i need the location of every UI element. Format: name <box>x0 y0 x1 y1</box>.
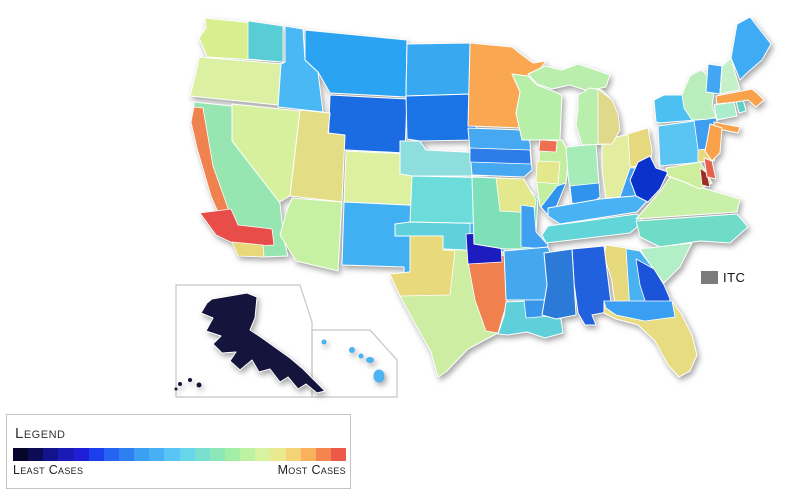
map-region-alabama[interactable] <box>571 245 613 326</box>
legend-gradient-segment <box>13 448 29 461</box>
map-region-washington-east[interactable] <box>247 20 284 63</box>
legend-gradient-segment <box>28 448 44 461</box>
legend-labels: Least Cases Most Cases <box>13 463 346 477</box>
map-region-hawaii-island[interactable] <box>366 357 374 363</box>
map-region-texas-west[interactable] <box>389 235 456 297</box>
map-region-virginia[interactable] <box>635 176 741 220</box>
legend-gradient-segment <box>73 448 89 461</box>
map-region-utah[interactable] <box>289 109 346 203</box>
itc-legend: ITC <box>701 270 745 285</box>
map-region-vermont[interactable] <box>705 63 723 95</box>
map-region-illinois-northwest[interactable] <box>538 139 558 153</box>
map-region-north-dakota[interactable] <box>405 42 473 97</box>
legend-gradient-segment <box>240 448 256 461</box>
legend-gradient-segment <box>330 448 347 461</box>
mainland-group <box>189 16 772 378</box>
legend-gradient-segment <box>300 448 316 461</box>
map-region-mississippi[interactable] <box>541 248 577 320</box>
alaska-aleutian-island[interactable] <box>188 378 192 382</box>
legend-gradient-segment <box>164 448 180 461</box>
legend-box: Legend Least Cases Most Cases <box>6 414 351 489</box>
map-region-delaware[interactable] <box>703 157 717 180</box>
legend-gradient-segment <box>43 448 59 461</box>
legend-gradient-segment <box>58 448 74 461</box>
itc-swatch <box>701 271 718 284</box>
legend-gradient-segment <box>285 448 301 461</box>
legend-gradient-segment <box>270 448 286 461</box>
map-region-missouri-east[interactable] <box>520 204 549 250</box>
itc-label: ITC <box>723 270 746 285</box>
legend-gradient-segment <box>315 448 331 461</box>
map-region-florida-panhandle[interactable] <box>603 300 676 322</box>
map-region-connecticut[interactable] <box>713 101 738 121</box>
legend-gradient-segment <box>209 448 225 461</box>
map-region-massachusetts[interactable] <box>715 88 765 108</box>
map-region-hawaii-big-island[interactable] <box>373 369 385 383</box>
legend-gradient-segment <box>118 448 135 461</box>
legend-most-label: Most Cases <box>277 463 346 477</box>
legend-gradient-segment <box>179 448 195 461</box>
map-region-new-hampshire[interactable] <box>719 57 741 95</box>
map-region-montana[interactable] <box>304 29 408 98</box>
map-region-hawaii-island[interactable] <box>321 339 327 345</box>
map-region-south-dakota[interactable] <box>405 93 478 142</box>
legend-gradient-bar <box>13 448 347 461</box>
map-region-oregon[interactable] <box>189 56 284 106</box>
legend-gradient-segment <box>149 448 165 461</box>
alaska-aleutian-island[interactable] <box>174 387 178 391</box>
legend-gradient-segment <box>103 448 119 461</box>
legend-gradient-segment <box>134 448 150 461</box>
insets-group <box>174 292 385 394</box>
legend-gradient-segment <box>224 448 241 461</box>
map-region-tennessee[interactable] <box>541 213 644 244</box>
map-region-new-jersey[interactable] <box>704 123 723 162</box>
map-region-maryland-eastern-shore[interactable] <box>699 167 711 188</box>
map-region-hawaii-island[interactable] <box>349 347 355 353</box>
map-region-alaska[interactable] <box>200 292 326 394</box>
legend-gradient-segment <box>88 448 104 461</box>
legend-title: Legend <box>15 425 66 442</box>
map-region-iowa-central[interactable] <box>469 147 532 165</box>
map-region-illinois-central[interactable] <box>535 160 561 185</box>
legend-gradient-segment <box>194 448 210 461</box>
map-region-southern-california[interactable] <box>199 208 275 248</box>
map-region-michigan-east[interactable] <box>597 88 621 145</box>
map-region-arizona[interactable] <box>279 197 343 272</box>
map-region-hawaii-island[interactable] <box>358 353 364 359</box>
legend-gradient-segment <box>255 448 271 461</box>
alaska-aleutian-island[interactable] <box>196 382 202 388</box>
alaska-aleutian-island[interactable] <box>178 382 182 386</box>
map-region-north-carolina[interactable] <box>635 213 749 248</box>
legend-least-label: Least Cases <box>13 463 84 477</box>
map-region-missouri-northeast[interactable] <box>495 177 537 214</box>
map-region-wisconsin[interactable] <box>511 73 563 141</box>
map-region-san-diego[interactable] <box>231 241 265 258</box>
map-region-maine[interactable] <box>730 16 772 81</box>
map-region-michigan-upper-peninsula[interactable] <box>527 63 611 92</box>
map-region-west-virginia[interactable] <box>629 155 669 203</box>
